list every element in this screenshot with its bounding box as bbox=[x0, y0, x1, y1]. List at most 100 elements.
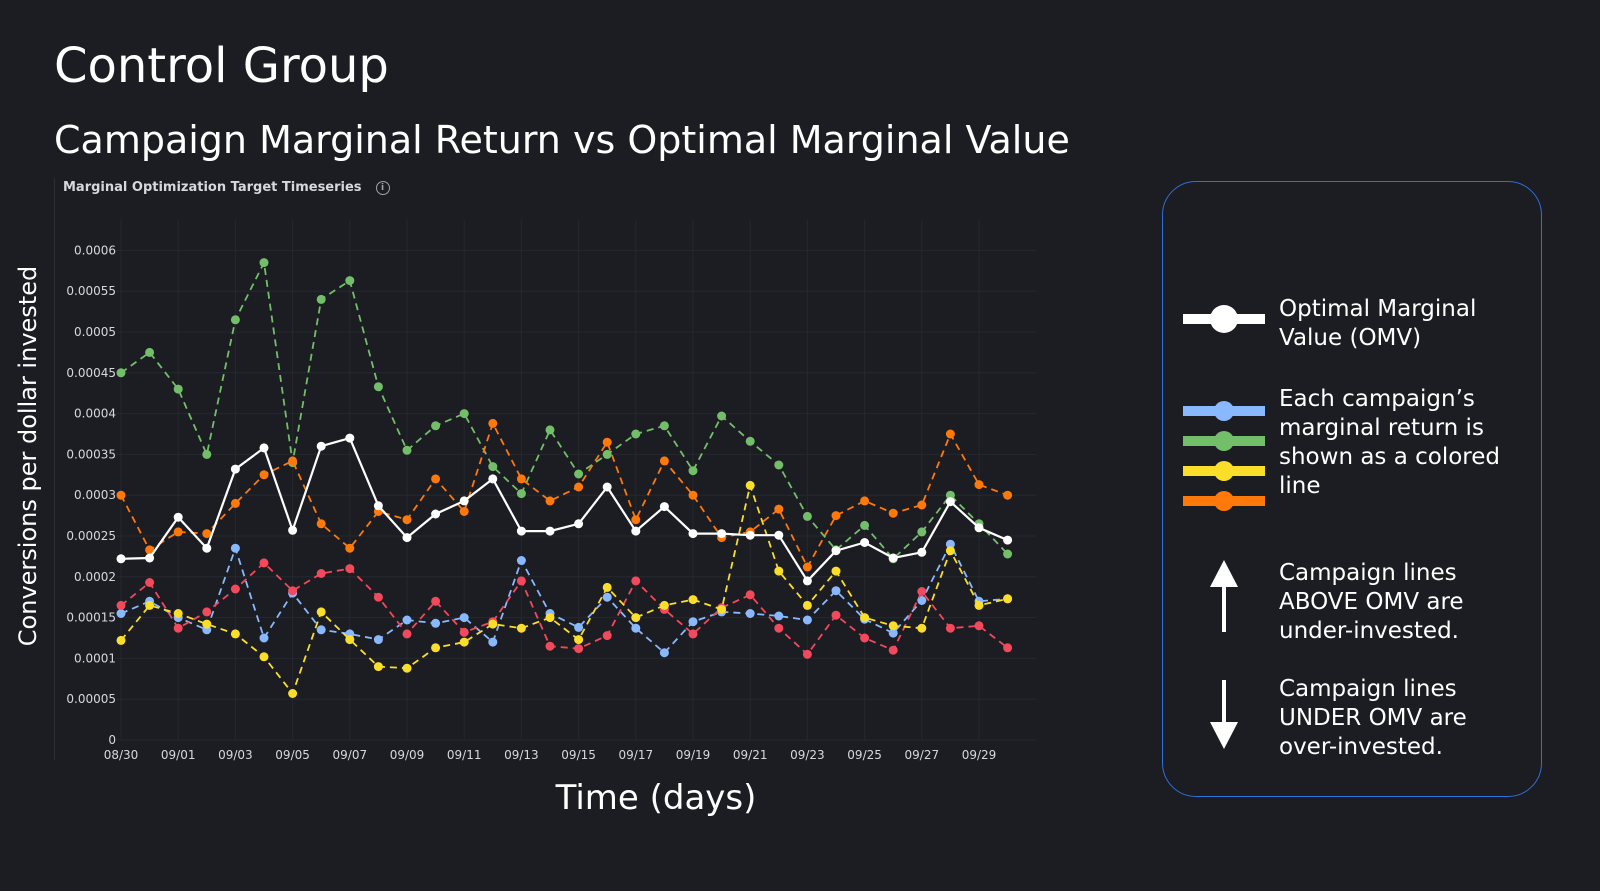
data-point bbox=[774, 460, 784, 470]
data-point bbox=[345, 564, 355, 574]
legend-orange-symbol bbox=[1183, 491, 1265, 511]
data-point bbox=[860, 520, 870, 530]
data-point bbox=[602, 582, 612, 592]
data-point bbox=[888, 645, 898, 655]
data-point bbox=[802, 576, 812, 586]
data-point bbox=[831, 511, 841, 521]
series-5 bbox=[116, 433, 1013, 586]
x-tick-label: 09/07 bbox=[333, 748, 368, 762]
data-point bbox=[802, 615, 812, 625]
data-point bbox=[602, 449, 612, 459]
data-point bbox=[631, 515, 641, 525]
series-1 bbox=[116, 418, 1013, 572]
data-point bbox=[945, 539, 955, 549]
data-point bbox=[545, 526, 555, 536]
data-point bbox=[831, 610, 841, 620]
data-point bbox=[288, 525, 298, 535]
data-point bbox=[259, 443, 269, 453]
legend-symbols bbox=[1183, 305, 1265, 749]
data-point bbox=[173, 609, 183, 618]
data-point bbox=[688, 529, 698, 539]
data-point bbox=[1003, 594, 1013, 604]
grid bbox=[116, 220, 1036, 741]
data-point bbox=[745, 590, 755, 600]
y-tick-label: 0.0004 bbox=[74, 407, 116, 421]
data-point bbox=[802, 562, 812, 572]
x-tick-label: 09/19 bbox=[676, 748, 711, 762]
data-point bbox=[545, 425, 555, 435]
data-point bbox=[259, 633, 269, 643]
data-point bbox=[259, 558, 269, 568]
data-point bbox=[688, 629, 698, 639]
data-point bbox=[631, 526, 641, 536]
data-point bbox=[145, 578, 155, 587]
data-point bbox=[917, 596, 927, 605]
data-point bbox=[774, 566, 784, 576]
data-point bbox=[888, 508, 898, 518]
data-point bbox=[373, 501, 383, 511]
data-point bbox=[945, 623, 955, 633]
data-point bbox=[602, 631, 612, 641]
data-point bbox=[373, 635, 383, 645]
data-point bbox=[574, 519, 584, 529]
y-tick-label: 0 bbox=[108, 733, 116, 747]
data-point bbox=[945, 546, 955, 556]
data-point bbox=[516, 526, 526, 536]
data-point bbox=[459, 409, 469, 419]
data-point bbox=[116, 635, 126, 645]
data-point bbox=[688, 617, 698, 627]
data-point bbox=[316, 569, 326, 578]
x-tick-label: 09/11 bbox=[447, 748, 482, 762]
data-point bbox=[745, 530, 755, 540]
data-point bbox=[888, 621, 898, 631]
data-point bbox=[173, 527, 183, 537]
x-tick-label: 09/09 bbox=[390, 748, 425, 762]
data-point bbox=[145, 545, 155, 555]
data-point bbox=[116, 554, 126, 564]
y-tick-label: 0.0005 bbox=[74, 325, 116, 339]
data-point bbox=[745, 480, 755, 490]
data-point bbox=[917, 500, 927, 510]
x-tick-label: 09/25 bbox=[847, 748, 882, 762]
legend-above-label: Campaign lines ABOVE OMV are under-inves… bbox=[1279, 560, 1464, 644]
arrow-down-icon bbox=[1210, 680, 1238, 749]
data-point bbox=[802, 649, 812, 659]
x-tick-label: 08/30 bbox=[104, 748, 139, 762]
series-line bbox=[120, 436, 1009, 583]
data-point bbox=[602, 592, 612, 602]
data-point bbox=[659, 456, 669, 466]
panel-left-border bbox=[54, 178, 55, 760]
data-point bbox=[230, 464, 240, 474]
data-point bbox=[230, 498, 240, 508]
data-point bbox=[488, 474, 498, 484]
data-point bbox=[831, 586, 841, 596]
series bbox=[116, 258, 1013, 698]
info-icon[interactable]: i bbox=[375, 180, 390, 195]
y-tick-label: 0.00035 bbox=[66, 447, 116, 461]
y-tick-label: 0.0003 bbox=[74, 488, 116, 502]
data-point bbox=[202, 529, 212, 539]
data-point bbox=[774, 611, 784, 621]
legend-green-symbol bbox=[1183, 431, 1265, 451]
series-4 bbox=[116, 480, 1013, 698]
x-tick-label: 09/17 bbox=[619, 748, 654, 762]
data-point bbox=[774, 504, 784, 514]
data-point bbox=[831, 566, 841, 576]
series-line bbox=[120, 421, 1008, 569]
y-tick-label: 0.00055 bbox=[66, 284, 116, 298]
data-point bbox=[402, 663, 412, 673]
data-point bbox=[345, 433, 355, 443]
y-tick-label: 0.00015 bbox=[66, 611, 116, 625]
x-tick-label: 09/15 bbox=[561, 748, 596, 762]
data-point bbox=[688, 490, 698, 500]
data-point bbox=[402, 629, 412, 639]
data-point bbox=[459, 507, 469, 516]
data-point bbox=[545, 613, 555, 623]
data-point bbox=[945, 429, 955, 439]
y-tick-label: 0.0006 bbox=[74, 243, 116, 257]
data-point bbox=[974, 523, 984, 533]
data-point bbox=[516, 623, 526, 633]
data-point bbox=[402, 615, 412, 625]
series-2 bbox=[116, 539, 1013, 658]
